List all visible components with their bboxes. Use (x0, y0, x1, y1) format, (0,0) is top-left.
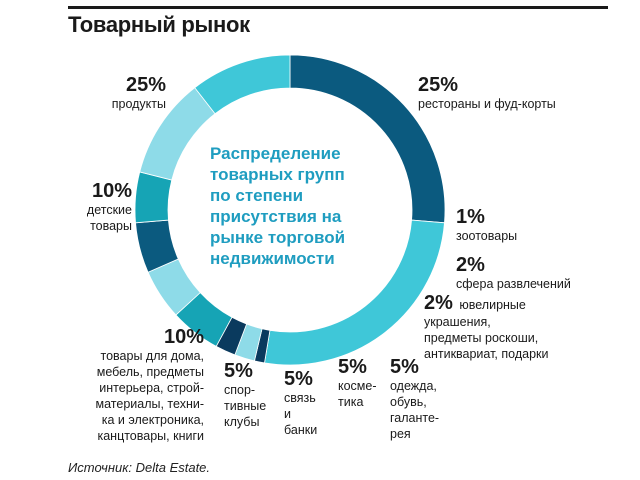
slice-percent: 25% (418, 74, 459, 96)
label-produkty: 25% продукты (92, 74, 166, 112)
slice-label: косме- тика (338, 379, 377, 409)
label-svyaz: 5% связь и банки (284, 368, 334, 438)
slice-percent: 2% (424, 292, 453, 314)
slice-percent: 5% (224, 360, 253, 382)
label-restorany: 25% рестораны и фуд-корты (418, 74, 588, 112)
slice-label: спор- тивные клубы (224, 383, 267, 429)
center-line: товарных групп (210, 165, 345, 184)
label-odezhda: 5% одежда, обувь, галанте- рея (390, 356, 460, 442)
label-detskie: 10% детские товары (70, 180, 132, 234)
slice-percent: 25% (125, 74, 166, 96)
slice-label: ювелирные украшения, предметы роскоши, а… (424, 298, 549, 361)
label-kosmetika: 5% косме- тика (338, 356, 388, 410)
page-title: Товарный рынок (68, 12, 250, 37)
center-line: по степени (210, 186, 304, 205)
center-line: рынке торговой (210, 228, 346, 247)
label-sport: 5% спор- тивные клубы (224, 360, 282, 430)
slice-label: зоотовары (456, 229, 518, 243)
donut-slice-8 (134, 171, 173, 224)
slice-percent: 1% (456, 206, 485, 228)
slice-percent: 10% (91, 180, 132, 202)
slice-percent: 5% (284, 368, 313, 390)
label-yuvel: 2% ювелирные украшения, предметы роскоши… (424, 292, 594, 362)
label-razvl: 2% сфера развлечений (456, 254, 596, 292)
center-line: присутствия на (210, 207, 342, 226)
slice-label: продукты (111, 97, 166, 111)
donut-slice-10 (194, 54, 291, 115)
slice-percent: 5% (390, 356, 419, 378)
slice-label: сфера развлечений (456, 277, 571, 291)
slice-label: связь и банки (284, 391, 318, 437)
label-dom: 10% товары для дома, мебель, предметы ин… (70, 326, 204, 444)
slice-percent: 2% (456, 254, 485, 276)
slice-label: детские товары (86, 203, 132, 233)
chart-center-caption: Распределение товарных групп по степени … (210, 143, 370, 269)
source-note: Источник: Delta Estate. (68, 460, 211, 475)
center-line: недвижимости (210, 249, 335, 268)
slice-percent: 10% (163, 326, 204, 348)
slice-label: товары для дома, мебель, предметы интерь… (95, 349, 204, 443)
label-zoo: 1% зоотовары (456, 206, 556, 244)
center-line: Распределение (210, 144, 341, 163)
slice-label: рестораны и фуд-корты (418, 97, 556, 111)
slice-percent: 5% (338, 356, 367, 378)
slice-label: одежда, обувь, галанте- рея (390, 379, 440, 441)
top-rule (68, 6, 608, 9)
